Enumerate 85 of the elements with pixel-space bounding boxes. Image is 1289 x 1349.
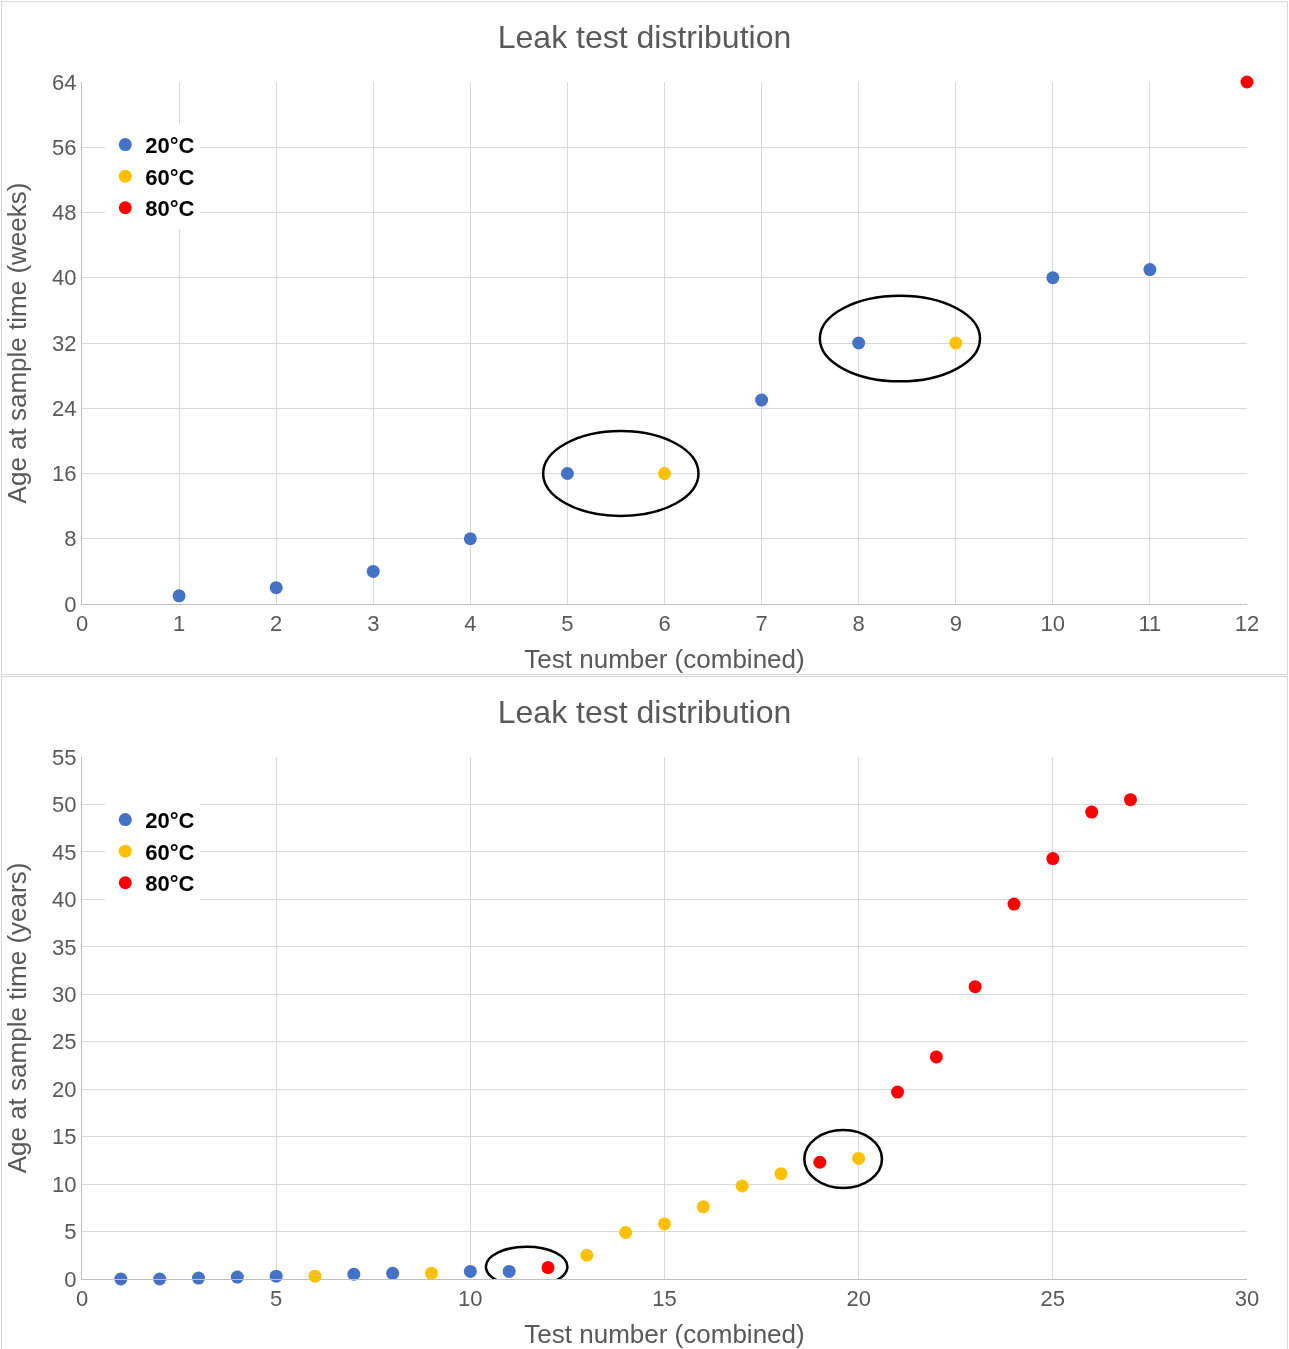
x-tick-label: 4 — [464, 611, 477, 637]
point — [619, 1225, 633, 1239]
point — [658, 467, 671, 480]
point — [774, 1167, 788, 1181]
x-tick-label: 10 — [1040, 611, 1066, 637]
legend-label: 80°C — [145, 871, 195, 897]
point — [366, 564, 380, 578]
legend-label: 80°C — [145, 196, 195, 222]
x-tick-label: 6 — [658, 611, 671, 637]
point — [735, 1179, 749, 1193]
point — [755, 393, 769, 407]
point — [813, 1155, 827, 1169]
y-tick-label: 32 — [52, 330, 77, 356]
y-tick-label: 64 — [52, 69, 77, 95]
x-tick-label: 1 — [172, 611, 186, 637]
legend-label: 20°C — [145, 808, 195, 834]
y-axis-title: Age at sample time (weeks) — [2, 182, 32, 504]
y-tick-label: 40 — [52, 265, 77, 291]
y-tick-label: 48 — [52, 200, 77, 226]
point — [658, 1217, 671, 1231]
y-tick-label: 25 — [52, 1029, 77, 1055]
x-tick-label: 30 — [1234, 1286, 1260, 1312]
point — [696, 1200, 710, 1214]
y-axis-title: Age at sample time (years) — [2, 862, 32, 1174]
x-tick-label: 12 — [1234, 611, 1260, 637]
point — [386, 1266, 400, 1280]
x-tick-label: 10 — [458, 1286, 483, 1312]
y-tick-label: 0 — [64, 591, 77, 617]
x-tick-label: 5 — [561, 611, 574, 637]
point — [425, 1266, 438, 1280]
x-tick-label: 9 — [949, 611, 962, 637]
point — [192, 1271, 205, 1285]
x-tick-label: 7 — [755, 611, 768, 637]
point — [463, 532, 477, 546]
point — [1143, 263, 1157, 277]
x-tick-label: 2 — [270, 611, 283, 637]
point — [502, 1264, 516, 1278]
point — [1124, 793, 1137, 807]
y-tick-label: 50 — [52, 792, 77, 818]
y-tick-label: 15 — [52, 1124, 77, 1150]
point — [1046, 852, 1060, 866]
point — [269, 581, 283, 595]
point — [463, 1264, 477, 1278]
x-tick-label: 8 — [852, 611, 865, 637]
point — [929, 1050, 943, 1064]
y-tick-label: 30 — [52, 981, 77, 1007]
y-tick-label: 35 — [52, 934, 77, 960]
y-tick-label: 16 — [52, 461, 77, 487]
chart-title: Leak test distribution — [497, 18, 792, 55]
point — [891, 1085, 904, 1099]
x-tick-label: 11 — [1138, 611, 1162, 637]
point — [347, 1267, 361, 1281]
legend-label: 60°C — [145, 164, 195, 190]
point — [580, 1248, 594, 1262]
y-tick-label: 24 — [52, 395, 77, 421]
x-axis-title: Test number (combined) — [524, 644, 805, 674]
x-tick-label: 25 — [1040, 1286, 1066, 1312]
point — [541, 1261, 555, 1275]
legend-label: 60°C — [145, 839, 195, 865]
y-tick-label: 55 — [52, 744, 77, 770]
y-tick-label: 5 — [64, 1219, 77, 1245]
x-tick-label: 3 — [367, 611, 380, 637]
x-tick-label: 20 — [846, 1286, 871, 1312]
point — [852, 336, 866, 350]
y-tick-label: 8 — [64, 526, 77, 552]
point — [1046, 271, 1060, 285]
y-tick-label: 40 — [52, 887, 77, 913]
point — [852, 1151, 866, 1165]
legend-label: 20°C — [145, 133, 195, 159]
x-tick-label: 15 — [652, 1286, 677, 1312]
point — [172, 589, 186, 603]
y-tick-label: 20 — [52, 1076, 77, 1102]
x-axis-title: Test number (combined) — [524, 1319, 805, 1349]
y-tick-label: 10 — [52, 1171, 77, 1197]
point — [949, 336, 963, 350]
x-tick-label: 5 — [270, 1286, 283, 1312]
y-tick-label: 45 — [52, 839, 77, 865]
point — [968, 980, 982, 994]
chart-title: Leak test distribution — [497, 693, 792, 730]
point — [1240, 75, 1254, 89]
point — [560, 467, 574, 480]
point — [1007, 897, 1021, 911]
y-tick-label: 0 — [64, 1266, 77, 1292]
y-tick-label: 56 — [52, 134, 77, 160]
point — [1085, 805, 1099, 819]
